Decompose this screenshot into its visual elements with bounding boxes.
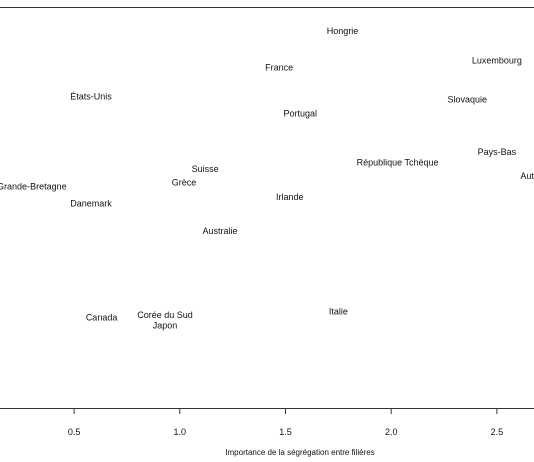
point-label: Japon (153, 321, 178, 331)
point-label: Italie (329, 306, 348, 316)
x-tick-label: 0.5 (68, 427, 81, 437)
x-tick-label: 1.0 (174, 427, 187, 437)
point-label: Pays-Bas (478, 147, 517, 157)
x-ticks: 0.5 1.0 1.5 2.0 2.5 (68, 408, 504, 437)
point-label: Irlande (276, 192, 304, 202)
point-label: République Tchèque (357, 157, 439, 167)
point-label: Grèce (172, 178, 197, 188)
point-label: Canada (86, 312, 118, 322)
point-label: Autr (520, 171, 534, 181)
point-label: Grande-Bretagne (0, 181, 67, 191)
x-tick-label: 2.0 (385, 427, 398, 437)
x-tick-label: 2.5 (491, 427, 504, 437)
point-labels: Hongrie Luxembourg France États-Unis Slovaqu… (0, 26, 534, 331)
x-axis-title: Importance de la ségrégation entre filiè… (225, 448, 374, 457)
point-label: France (265, 62, 293, 72)
point-label: Danemark (70, 199, 112, 209)
point-label: Hongrie (327, 26, 359, 36)
point-label: Australie (202, 226, 237, 236)
point-label: États-Unis (70, 91, 112, 101)
point-label: Slovaquie (448, 95, 488, 105)
x-tick-label: 1.5 (279, 427, 292, 437)
point-label: Portugal (284, 108, 318, 118)
point-label: Luxembourg (472, 55, 522, 65)
point-label: Corée du Sud (137, 310, 193, 320)
point-label: Suisse (192, 164, 219, 174)
